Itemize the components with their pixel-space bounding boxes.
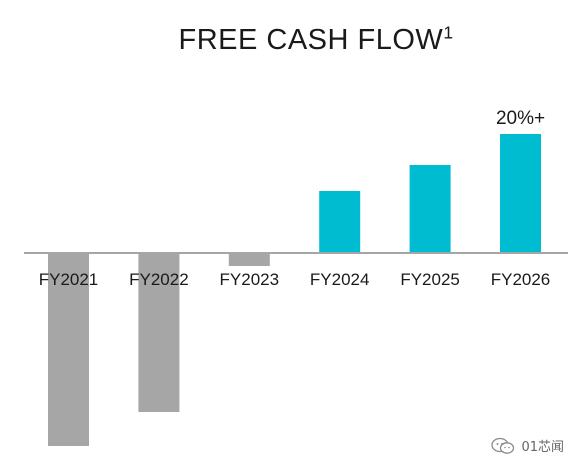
- bar-fy2022: [138, 254, 180, 412]
- chart-title: FREE CASH FLOW1: [0, 24, 572, 57]
- chart-title-text: FREE CASH FLOW: [178, 24, 444, 56]
- x-tick-label-fy2025: FY2025: [400, 270, 460, 289]
- bars-layer: [48, 134, 541, 446]
- labels-layer: FY2021 FY2022 FY2023 FY2024 FY2025 FY2026 20%+: [39, 108, 551, 289]
- x-tick-label-fy2024: FY2024: [310, 270, 370, 289]
- watermark: 01芯闻: [491, 436, 564, 455]
- x-tick-label-fy2021: FY2021: [39, 270, 99, 289]
- bar-fy2026: [500, 134, 541, 253]
- bar-fy2023: [228, 254, 270, 266]
- x-tick-label-fy2023: FY2023: [220, 270, 280, 289]
- x-tick-label-fy2026: FY2026: [491, 270, 551, 289]
- bar-fy2021: [48, 254, 89, 446]
- data-label-fy2026: 20%+: [496, 108, 545, 129]
- bar-fy2025: [409, 165, 451, 253]
- x-tick-label-fy2022: FY2022: [129, 270, 189, 289]
- wechat-icon: [491, 437, 515, 454]
- watermark-text: 01芯闻: [521, 440, 564, 455]
- chart-title-footnote: 1: [443, 22, 454, 43]
- bar-fy2024: [319, 191, 361, 253]
